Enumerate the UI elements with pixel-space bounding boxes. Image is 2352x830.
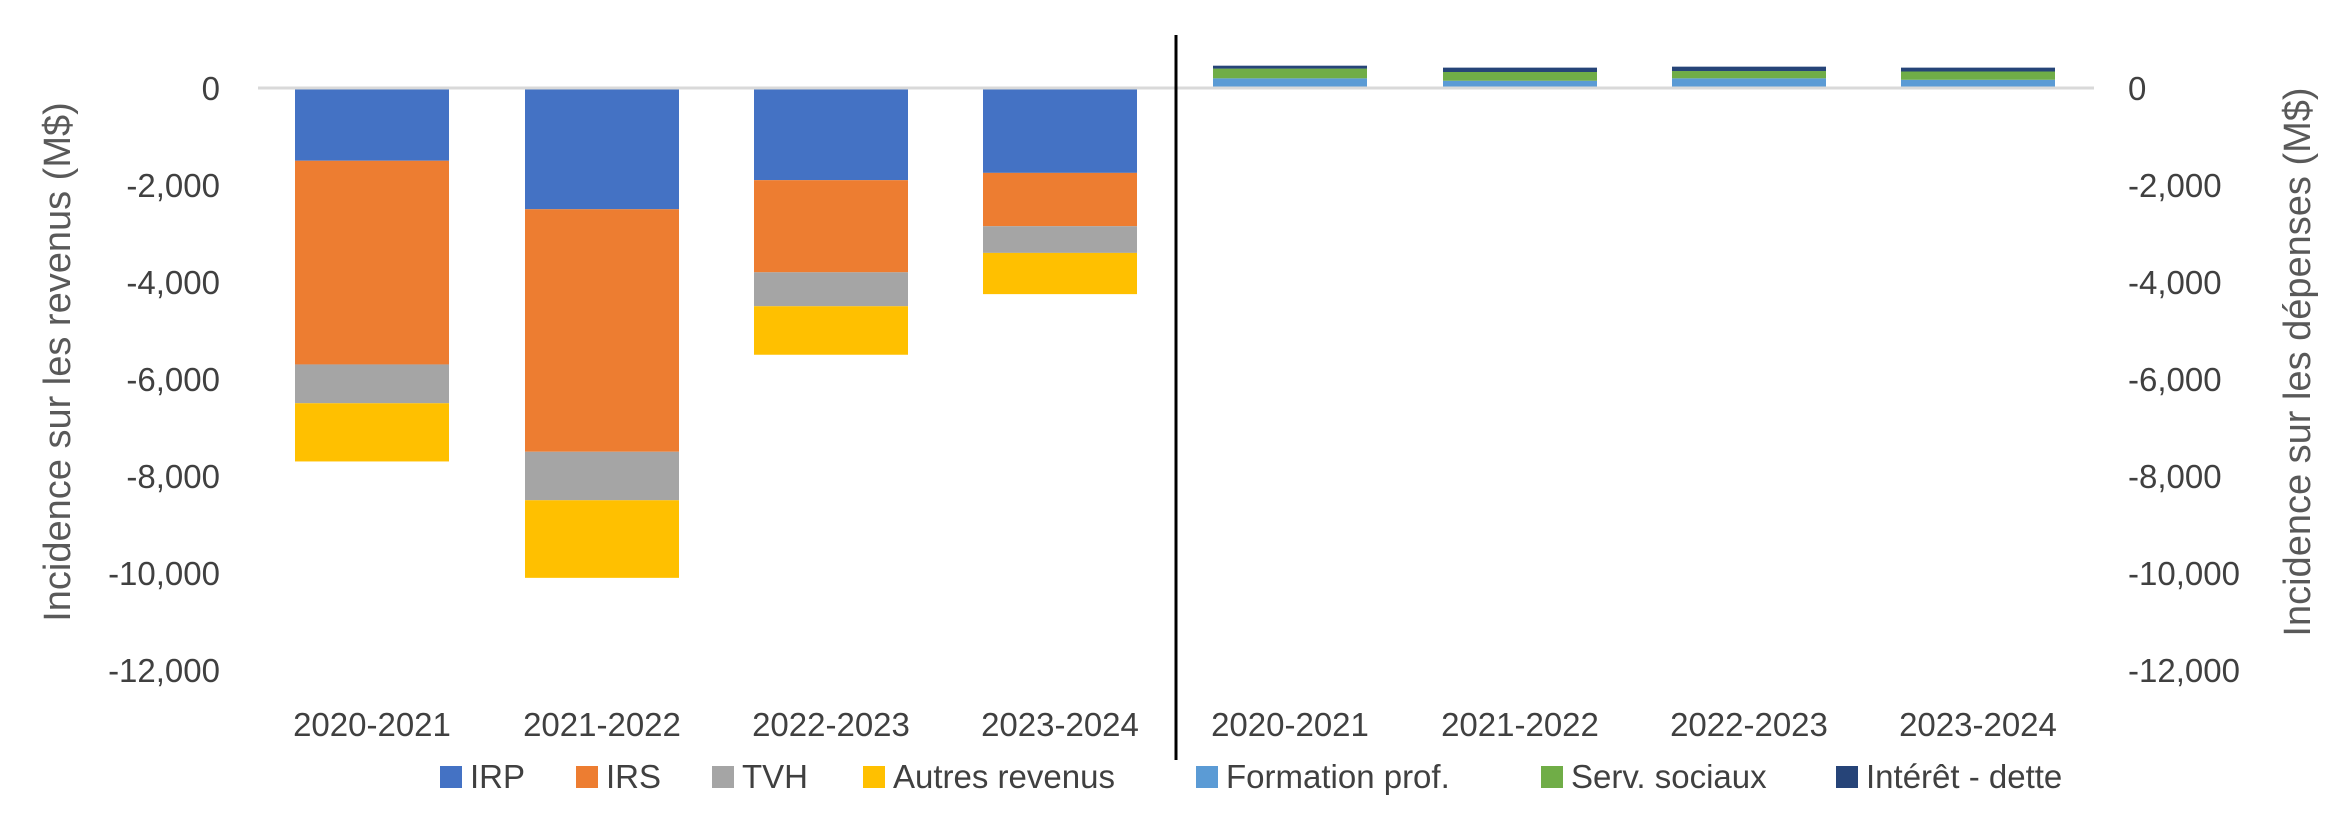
bar-right-serv-sociaux-2020-2021 bbox=[1213, 68, 1367, 79]
bar-left-irp-2021-2022 bbox=[525, 88, 679, 210]
y-axis-right: 0 -2,000 -4,000 -6,000 -8,000 -10,000 -12,000 bbox=[2128, 70, 2240, 689]
x-tick-label-left: 2020-2021 bbox=[293, 706, 451, 743]
legend-label: IRP bbox=[470, 758, 525, 795]
x-tick-label-left: 2022-2023 bbox=[752, 706, 910, 743]
legend-label: Intérêt - dette bbox=[1866, 758, 2062, 795]
bar-right-serv-sociaux-2021-2022 bbox=[1443, 71, 1597, 81]
y-axis-title-left: Incidence sur les revenus (M$) bbox=[37, 102, 79, 622]
y-tick-label-right: -2,000 bbox=[2128, 167, 2222, 204]
legend-swatch bbox=[1541, 766, 1563, 788]
legend-label: Formation prof. bbox=[1226, 758, 1450, 795]
y-tick-label-left: -6,000 bbox=[126, 361, 220, 398]
bar-right-int-r-t-dette-2022-2023 bbox=[1672, 66, 1826, 72]
bar-left-autres-revenus-2021-2022 bbox=[525, 500, 679, 578]
x-tick-label-right: 2022-2023 bbox=[1670, 706, 1828, 743]
bar-left-irs-2020-2021 bbox=[295, 160, 449, 365]
bar-right-serv-sociaux-2022-2023 bbox=[1672, 71, 1826, 79]
y-tick-label-right: -12,000 bbox=[2128, 652, 2240, 689]
bar-right-formation-prof--2020-2021 bbox=[1213, 78, 1367, 88]
bar-left-tvh-2021-2022 bbox=[525, 451, 679, 501]
bar-left-tvh-2023-2024 bbox=[983, 226, 1137, 253]
legend-label: IRS bbox=[606, 758, 661, 795]
bar-left-autres-revenus-2020-2021 bbox=[295, 403, 449, 462]
y-tick-label-left: -2,000 bbox=[126, 167, 220, 204]
y-tick-label-right: 0 bbox=[2128, 70, 2146, 107]
legend-label: Serv. sociaux bbox=[1571, 758, 1767, 795]
bar-right-int-r-t-dette-2020-2021 bbox=[1213, 65, 1367, 69]
legend-label: TVH bbox=[742, 758, 808, 795]
bar-right-serv-sociaux-2023-2024 bbox=[1901, 71, 2055, 80]
bar-left-tvh-2020-2021 bbox=[295, 364, 449, 404]
bar-left-irs-2023-2024 bbox=[983, 172, 1137, 227]
bar-right-int-r-t-dette-2023-2024 bbox=[1901, 67, 2055, 72]
y-tick-label-left: -4,000 bbox=[126, 264, 220, 301]
legend-label: Autres revenus bbox=[893, 758, 1115, 795]
x-tick-label-left: 2021-2022 bbox=[523, 706, 681, 743]
legend-swatch bbox=[1836, 766, 1858, 788]
bar-left-autres-revenus-2022-2023 bbox=[754, 306, 908, 355]
bar-left-irs-2021-2022 bbox=[525, 209, 679, 452]
bar-right-formation-prof--2021-2022 bbox=[1443, 80, 1597, 88]
y-tick-label-right: -10,000 bbox=[2128, 555, 2240, 592]
bar-right-formation-prof--2022-2023 bbox=[1672, 78, 1826, 88]
legend-swatch bbox=[440, 766, 462, 788]
x-tick-label-left: 2023-2024 bbox=[981, 706, 1139, 743]
legend-swatch bbox=[712, 766, 734, 788]
y-tick-label-left: -10,000 bbox=[108, 555, 220, 592]
bar-left-tvh-2022-2023 bbox=[754, 272, 908, 307]
bar-left-irp-2020-2021 bbox=[295, 88, 449, 161]
y-tick-label-left: -12,000 bbox=[108, 652, 220, 689]
y-tick-label-left: -8,000 bbox=[126, 458, 220, 495]
x-tick-label-right: 2020-2021 bbox=[1211, 706, 1369, 743]
legend-swatch bbox=[576, 766, 598, 788]
legend-swatch bbox=[863, 766, 885, 788]
bar-left-irp-2023-2024 bbox=[983, 88, 1137, 173]
x-tick-label-right: 2021-2022 bbox=[1441, 706, 1599, 743]
legend-swatch bbox=[1196, 766, 1218, 788]
bar-right-int-r-t-dette-2021-2022 bbox=[1443, 67, 1597, 72]
x-tick-label-right: 2023-2024 bbox=[1899, 706, 2057, 743]
bar-left-irp-2022-2023 bbox=[754, 88, 908, 181]
bar-left-autres-revenus-2023-2024 bbox=[983, 252, 1137, 295]
y-tick-label-left: 0 bbox=[202, 70, 220, 107]
x-axis-labels: 2020-2021 2021-2022 2022-2023 2023-2024 2020… bbox=[293, 706, 2057, 743]
y-axis-title-right: Incidence sur les dépenses (M$) bbox=[2277, 87, 2319, 636]
y-tick-label-right: -6,000 bbox=[2128, 361, 2222, 398]
legend: IRP IRS TVH Autres revenus Formation prof. Se… bbox=[440, 758, 2062, 795]
y-tick-label-right: -4,000 bbox=[2128, 264, 2222, 301]
y-axis-left: 0 -2,000 -4,000 -6,000 -8,000 -10,000 -12,000 bbox=[108, 70, 220, 689]
bar-left-irs-2022-2023 bbox=[754, 180, 908, 273]
y-tick-label-right: -8,000 bbox=[2128, 458, 2222, 495]
bar-right-formation-prof--2023-2024 bbox=[1901, 79, 2055, 88]
bars bbox=[295, 65, 2055, 578]
